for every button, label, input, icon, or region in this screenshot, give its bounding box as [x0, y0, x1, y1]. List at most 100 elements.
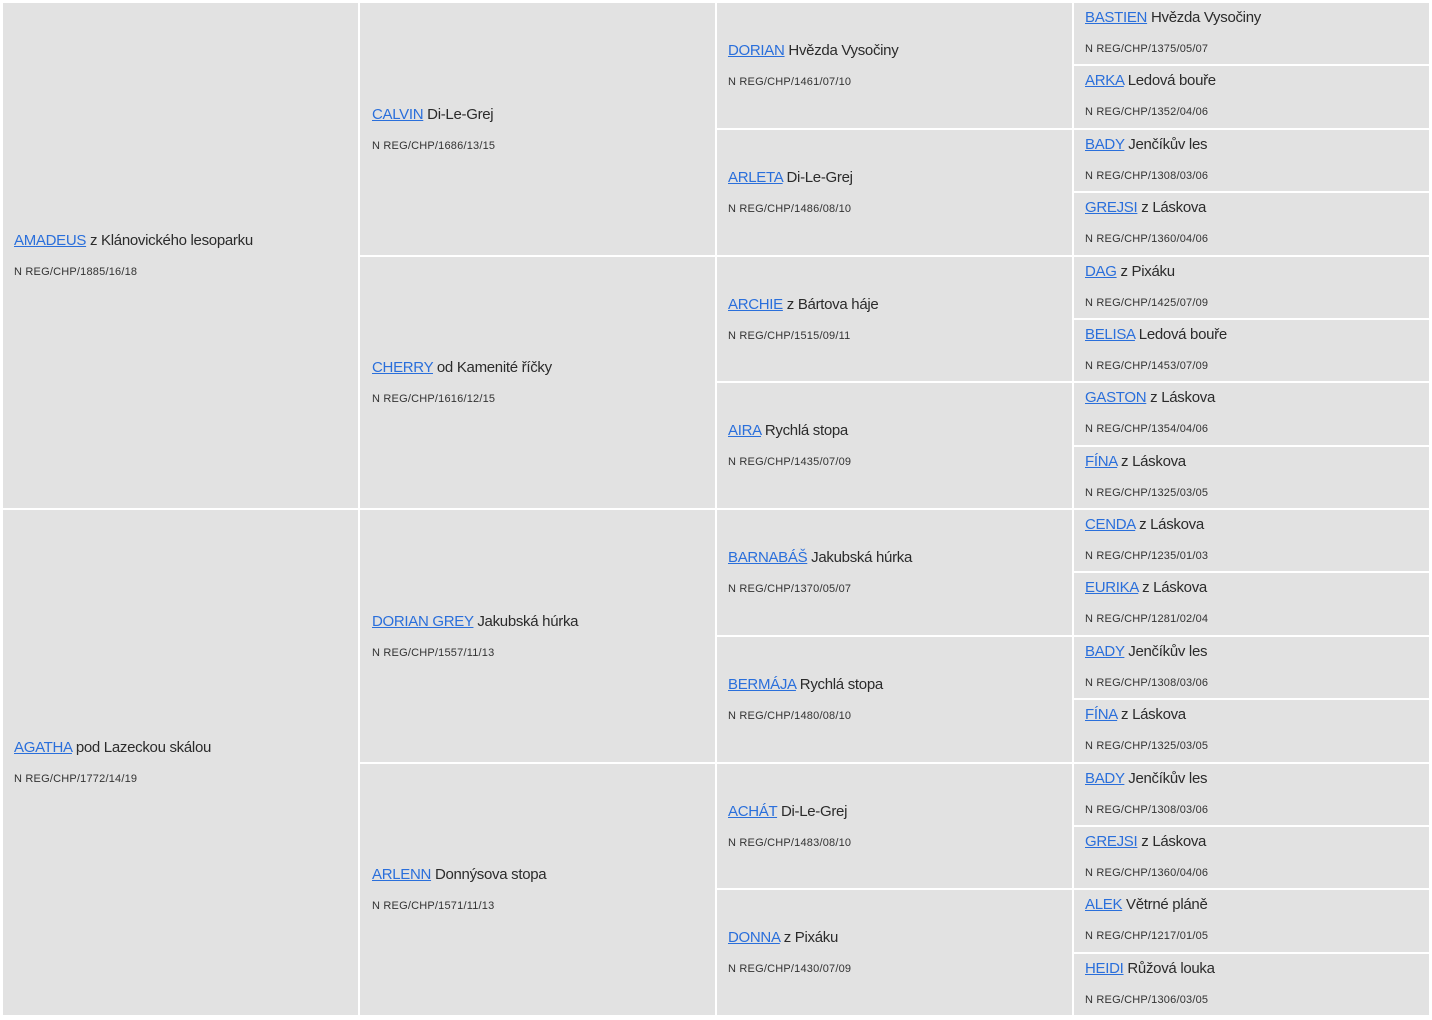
dog-name-link[interactable]: HEIDI — [1085, 960, 1124, 977]
registration-number: N REG/CHP/1325/03/05 — [1085, 487, 1209, 499]
registration-number: N REG/CHP/1557/11/13 — [372, 646, 495, 659]
kennel-name: Donnýsova stopa — [434, 866, 547, 883]
dog-name-link[interactable]: BADY — [1085, 136, 1125, 153]
dog-name-link[interactable]: ARLENN — [372, 866, 432, 883]
dog-name: DAG z Pixáku — [1085, 263, 1429, 281]
dog-name: CENDA z Láskova — [1085, 516, 1429, 534]
dog-name: FÍNA z Láskova — [1085, 706, 1429, 724]
gen4-dog-cell: ALEK Větrné pláně N REG/CHP/1217/01/05 — [1074, 890, 1429, 952]
registration-number: N REG/CHP/1360/04/06 — [1085, 867, 1209, 879]
registration-number: N REG/CHP/1308/03/06 — [1085, 170, 1209, 182]
gen4-dog-cell: BADY Jenčíkův les N REG/CHP/1308/03/06 — [1074, 130, 1429, 191]
registration-number: N REG/CHP/1486/08/10 — [728, 203, 852, 215]
kennel-name: z Láskova — [1142, 579, 1207, 596]
dog-name-link[interactable]: AGATHA — [14, 739, 72, 756]
dog-name-link[interactable]: DORIAN GREY — [372, 612, 474, 630]
dog-name-link[interactable]: ALEK — [1085, 896, 1123, 913]
dog-name-link[interactable]: CALVIN — [372, 105, 424, 123]
gen3-dog-cell: BERMÁJA Rychlá stopa N REG/CHP/1480/08/10 — [717, 637, 1072, 762]
registration-number: N REG/CHP/1686/13/15 — [372, 139, 496, 152]
dog-name: BADY Jenčíkův les — [1085, 643, 1429, 661]
dog-name-link[interactable]: BARNABÁŠ — [728, 549, 808, 566]
gen4-dog-cell: FÍNA z Láskova N REG/CHP/1325/03/05 — [1074, 447, 1429, 508]
registration-number: N REG/CHP/1483/08/10 — [728, 836, 852, 849]
dog-name-link[interactable]: BASTIEN — [1085, 9, 1148, 26]
dog-name-link[interactable]: AMADEUS — [14, 232, 87, 249]
dog-name: CHERRY od Kamenité říčky — [372, 359, 715, 377]
dog-name-link[interactable]: ARCHIE — [728, 295, 783, 313]
registration-number: N REG/CHP/1480/08/10 — [728, 710, 852, 722]
registration-number: N REG/CHP/1235/01/03 — [1085, 550, 1209, 562]
dog-name-link[interactable]: DAG — [1085, 263, 1117, 280]
registration-number: N REG/CHP/1616/12/15 — [372, 393, 496, 405]
registration-number: N REG/CHP/1461/07/10 — [728, 76, 852, 88]
dog-name: GASTON z Láskova — [1085, 389, 1429, 407]
registration-number: N REG/CHP/1308/03/06 — [1085, 677, 1209, 689]
kennel-name: z Láskova — [1121, 706, 1186, 723]
kennel-name: z Pixáku — [1120, 263, 1175, 280]
dog-name-link[interactable]: ARLETA — [728, 169, 783, 186]
gen4-dog-cell: GREJSI z Láskova N REG/CHP/1360/04/06 — [1074, 827, 1429, 888]
gen4-dog-cell: CENDA z Láskova N REG/CHP/1235/01/03 — [1074, 510, 1429, 571]
kennel-name: Di-Le-Grej — [786, 169, 853, 186]
kennel-name: Di-Le-Grej — [780, 802, 848, 820]
dog-name-link[interactable]: AIRA — [728, 422, 761, 439]
dog-name-link[interactable]: ACHÁT — [728, 802, 778, 820]
gen3-dog-cell: ARCHIE z Bártova háje N REG/CHP/1515/09/1… — [717, 257, 1072, 381]
kennel-name: z Bártova háje — [786, 295, 879, 313]
dog-name-link[interactable]: FÍNA — [1085, 453, 1118, 470]
registration-number: N REG/CHP/1571/11/13 — [372, 900, 495, 912]
dog-name-link[interactable]: CHERRY — [372, 359, 433, 376]
gen4-dog-cell: GREJSI z Láskova N REG/CHP/1360/04/06 — [1074, 193, 1429, 255]
gen1-dog-cell: AGATHA pod Lazeckou skálou N REG/CHP/1772… — [3, 510, 358, 1015]
registration-number: N REG/CHP/1308/03/06 — [1085, 804, 1209, 816]
registration-number: N REG/CHP/1306/03/05 — [1085, 994, 1209, 1006]
registration-number: N REG/CHP/1515/09/11 — [728, 329, 851, 342]
dog-name-link[interactable]: EURIKA — [1085, 579, 1139, 596]
dog-name-link[interactable]: ARKA — [1085, 72, 1124, 89]
dog-name-link[interactable]: GREJSI — [1085, 199, 1138, 216]
kennel-name: od Kamenité říčky — [436, 359, 552, 376]
dog-name-link[interactable]: BADY — [1085, 770, 1125, 787]
registration-number: N REG/CHP/1885/16/18 — [14, 266, 138, 278]
dog-name: ARKA Ledová bouře — [1085, 72, 1429, 90]
dog-name: ACHÁT Di-Le-Grej — [728, 803, 1072, 821]
gen4-dog-cell: BADY Jenčíkův les N REG/CHP/1308/03/06 — [1074, 637, 1429, 698]
gen3-dog-cell: BARNABÁŠ Jakubská húrka N REG/CHP/1370/05… — [717, 510, 1072, 635]
dog-name: AMADEUS z Klánovického lesoparku — [14, 232, 358, 250]
registration-number: N REG/CHP/1281/02/04 — [1085, 613, 1209, 625]
gen4-dog-cell: GASTON z Láskova N REG/CHP/1354/04/06 — [1074, 383, 1429, 445]
dog-name: DONNA z Pixáku — [728, 929, 1072, 947]
dog-name-link[interactable]: GASTON — [1085, 389, 1147, 406]
gen3-dog-cell: DORIAN Hvězda Vysočiny N REG/CHP/1461/07/… — [717, 3, 1072, 128]
dog-name-link[interactable]: DONNA — [728, 929, 780, 946]
dog-name-link[interactable]: GREJSI — [1085, 833, 1138, 850]
gen2-dog-cell: CALVIN Di-Le-Grej N REG/CHP/1686/13/15 — [360, 3, 715, 255]
kennel-name: Jenčíkův les — [1128, 643, 1208, 660]
dog-name-link[interactable]: BERMÁJA — [728, 676, 796, 693]
gen4-dog-cell: ARKA Ledová bouře N REG/CHP/1352/04/06 — [1074, 66, 1429, 128]
registration-number: N REG/CHP/1772/14/19 — [14, 773, 138, 785]
dog-name: AGATHA pod Lazeckou skálou — [14, 739, 358, 757]
kennel-name: z Láskova — [1141, 833, 1207, 850]
registration-number: N REG/CHP/1325/03/05 — [1085, 740, 1209, 752]
kennel-name: z Láskova — [1150, 389, 1215, 406]
dog-name-link[interactable]: CENDA — [1085, 516, 1136, 533]
gen4-dog-cell: DAG z Pixáku N REG/CHP/1425/07/09 — [1074, 257, 1429, 318]
kennel-name: Hvězda Vysočiny — [788, 42, 899, 59]
gen4-dog-cell: BELISA Ledová bouře N REG/CHP/1453/07/09 — [1074, 320, 1429, 381]
kennel-name: Větrné pláně — [1126, 896, 1208, 913]
dog-name-link[interactable]: BADY — [1085, 643, 1125, 660]
kennel-name: Jakubská húrka — [811, 549, 913, 566]
registration-number: N REG/CHP/1360/04/06 — [1085, 233, 1209, 245]
dog-name: BARNABÁŠ Jakubská húrka — [728, 549, 1072, 567]
kennel-name: z Láskova — [1141, 199, 1207, 216]
dog-name-link[interactable]: BELISA — [1085, 326, 1135, 343]
kennel-name: z Láskova — [1121, 453, 1186, 470]
dog-name: ARLENN Donnýsova stopa — [372, 866, 715, 884]
dog-name: BASTIEN Hvězda Vysočiny — [1085, 9, 1429, 27]
dog-name-link[interactable]: FÍNA — [1085, 706, 1118, 723]
gen3-dog-cell: ARLETA Di-Le-Grej N REG/CHP/1486/08/10 — [717, 130, 1072, 255]
dog-name: BADY Jenčíkův les — [1085, 136, 1429, 154]
dog-name-link[interactable]: DORIAN — [728, 42, 785, 59]
